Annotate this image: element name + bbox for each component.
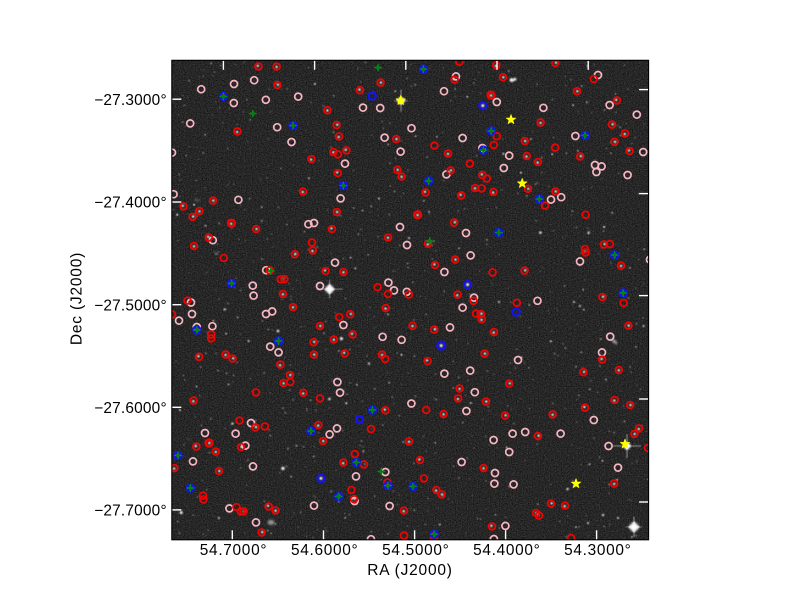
svg-text:54.3000°: 54.3000° xyxy=(564,542,631,559)
svg-text:54.4000°: 54.4000° xyxy=(473,542,540,559)
svg-text:54.5000°: 54.5000° xyxy=(382,542,449,559)
svg-text:Dec (J2000): Dec (J2000) xyxy=(69,252,86,345)
svg-text:54.7000°: 54.7000° xyxy=(200,542,267,559)
svg-text:−27.7000°: −27.7000° xyxy=(94,503,167,520)
svg-text:RA (J2000): RA (J2000) xyxy=(367,562,453,579)
svg-text:−27.3000°: −27.3000° xyxy=(94,92,167,109)
svg-text:−27.4000°: −27.4000° xyxy=(94,195,167,212)
svg-text:−27.6000°: −27.6000° xyxy=(94,400,167,417)
svg-text:−27.5000°: −27.5000° xyxy=(94,297,167,314)
svg-text:54.6000°: 54.6000° xyxy=(291,542,358,559)
